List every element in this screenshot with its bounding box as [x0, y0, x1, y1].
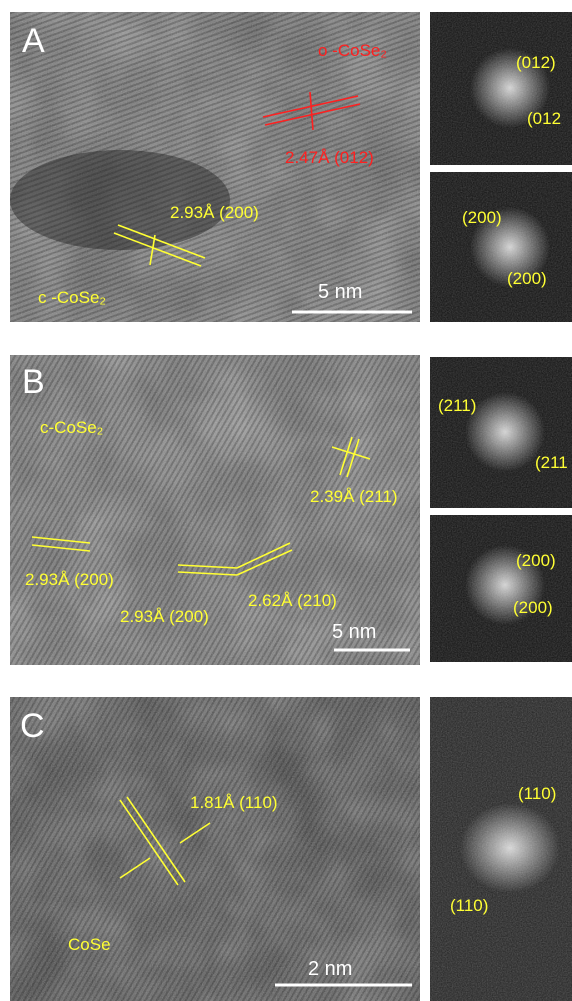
annotation: 2.93Å (200) — [170, 203, 259, 222]
fft-label: (200) — [516, 551, 556, 570]
fft-label: (012) — [516, 53, 556, 72]
fft-label: (110) — [450, 896, 488, 915]
annotation: c-CoSe₂ — [40, 418, 103, 437]
annotation: c -CoSe₂ — [38, 288, 106, 307]
annotation: 2.39Å (211) — [310, 487, 398, 506]
figure: A o -CoSe₂ 2.47Å (012) 2.93Å (200) c -Co… — [0, 0, 572, 1001]
fft-label: (211 — [535, 453, 568, 472]
annotation: 2.47Å (012) — [285, 148, 374, 167]
fft-label: (200) — [462, 208, 502, 227]
panel-label: B — [22, 363, 45, 401]
annotation: 2.93Å (200) — [25, 570, 114, 589]
scale-bar-label: 5 nm — [318, 281, 362, 303]
annotation: o -CoSe₂ — [318, 41, 387, 60]
fft-label: (200) — [507, 269, 547, 288]
scale-bar-label: 2 nm — [308, 958, 352, 980]
panel-a: A o -CoSe₂ 2.47Å (012) 2.93Å (200) c -Co… — [10, 12, 572, 322]
fft-label: (012 — [527, 109, 561, 128]
annotation: 2.62Å (210) — [248, 591, 337, 610]
annotation: CoSe — [68, 935, 111, 954]
fft-label: (110) — [518, 784, 556, 803]
fft-label: (200) — [513, 598, 553, 617]
annotation: 1.81Å (110) — [190, 793, 278, 812]
panel-label: C — [20, 707, 45, 745]
scale-bar-label: 5 nm — [332, 621, 376, 643]
annotation: 2.93Å (200) — [120, 607, 209, 626]
panel-c: C 1.81Å (110) CoSe 2 nm (110) (110) — [10, 697, 572, 1001]
fft-label: (211) — [438, 396, 476, 415]
panel-b: B c-CoSe₂ 2.39Å (211) 2.93Å (200) 2.93Å … — [10, 355, 572, 665]
panel-label: A — [22, 22, 45, 60]
